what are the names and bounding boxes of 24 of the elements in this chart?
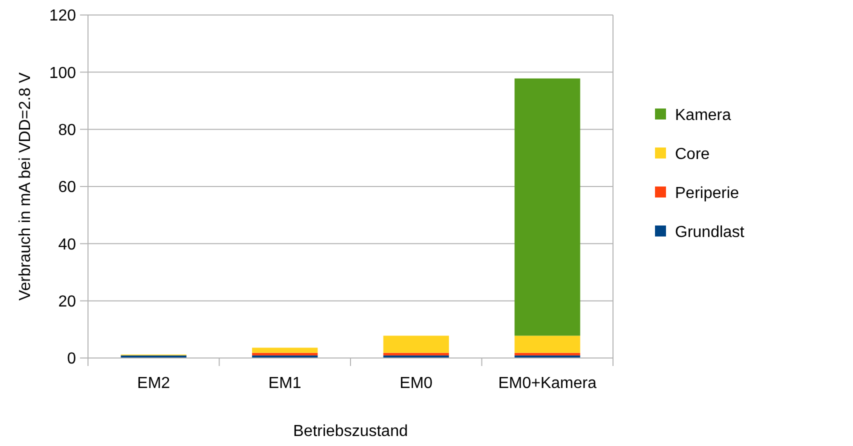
y-tick-label: 40 <box>58 236 76 254</box>
x-tick-label: EM2 <box>137 375 170 392</box>
bar <box>383 336 449 353</box>
bar <box>514 352 580 356</box>
legend-label: Periperie <box>675 185 740 202</box>
x-tick-label: EM0 <box>400 375 433 392</box>
bar <box>383 352 449 356</box>
legend-label: Core <box>675 146 710 164</box>
y-tick-label: 100 <box>49 64 76 82</box>
legend-label: Kamera <box>675 107 732 124</box>
y-axis-title: Verbrauch in mA bei VDD=2.8 V <box>17 72 34 301</box>
legend-label: Grundlast <box>675 224 745 242</box>
y-tick-label: 120 <box>49 8 76 25</box>
x-tick-label: EM1 <box>268 375 302 392</box>
bar <box>252 352 318 356</box>
bar <box>514 78 580 336</box>
y-tick-label: 20 <box>58 293 76 310</box>
y-tick-label: 0 <box>67 350 76 368</box>
x-axis-title: Betriebszustand <box>293 423 408 440</box>
y-tick-label: 60 <box>58 179 76 196</box>
x-tick-label: EM0+Kamera <box>498 375 597 392</box>
bar <box>514 336 580 353</box>
y-tick-label: 80 <box>58 122 76 139</box>
bar <box>252 348 318 353</box>
